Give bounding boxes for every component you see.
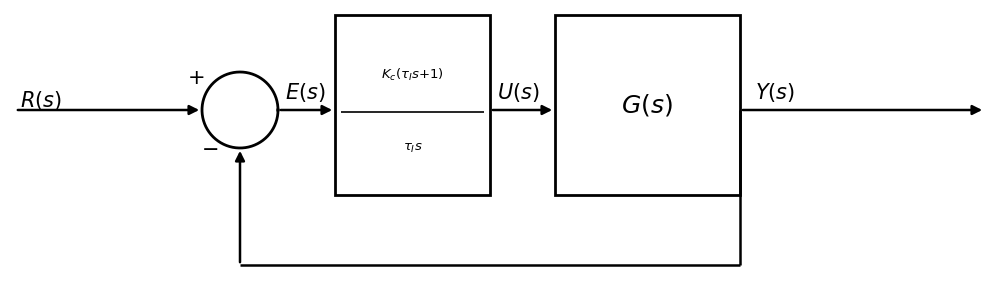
Text: $K_c(\tau_I s{+}1)$: $K_c(\tau_I s{+}1)$ — [381, 67, 444, 83]
Bar — [555, 15, 740, 195]
Text: $Y(s)$: $Y(s)$ — [755, 80, 795, 104]
Bar — [335, 15, 490, 195]
Text: $+$: $+$ — [187, 69, 205, 88]
Text: $R(s)$: $R(s)$ — [20, 88, 62, 111]
Text: $G(s)$: $G(s)$ — [621, 92, 673, 118]
Text: $-$: $-$ — [201, 138, 219, 157]
Text: $\tau_I s$: $\tau_I s$ — [403, 141, 422, 154]
Text: $U(s)$: $U(s)$ — [497, 80, 540, 104]
Text: $E(s)$: $E(s)$ — [285, 80, 326, 104]
